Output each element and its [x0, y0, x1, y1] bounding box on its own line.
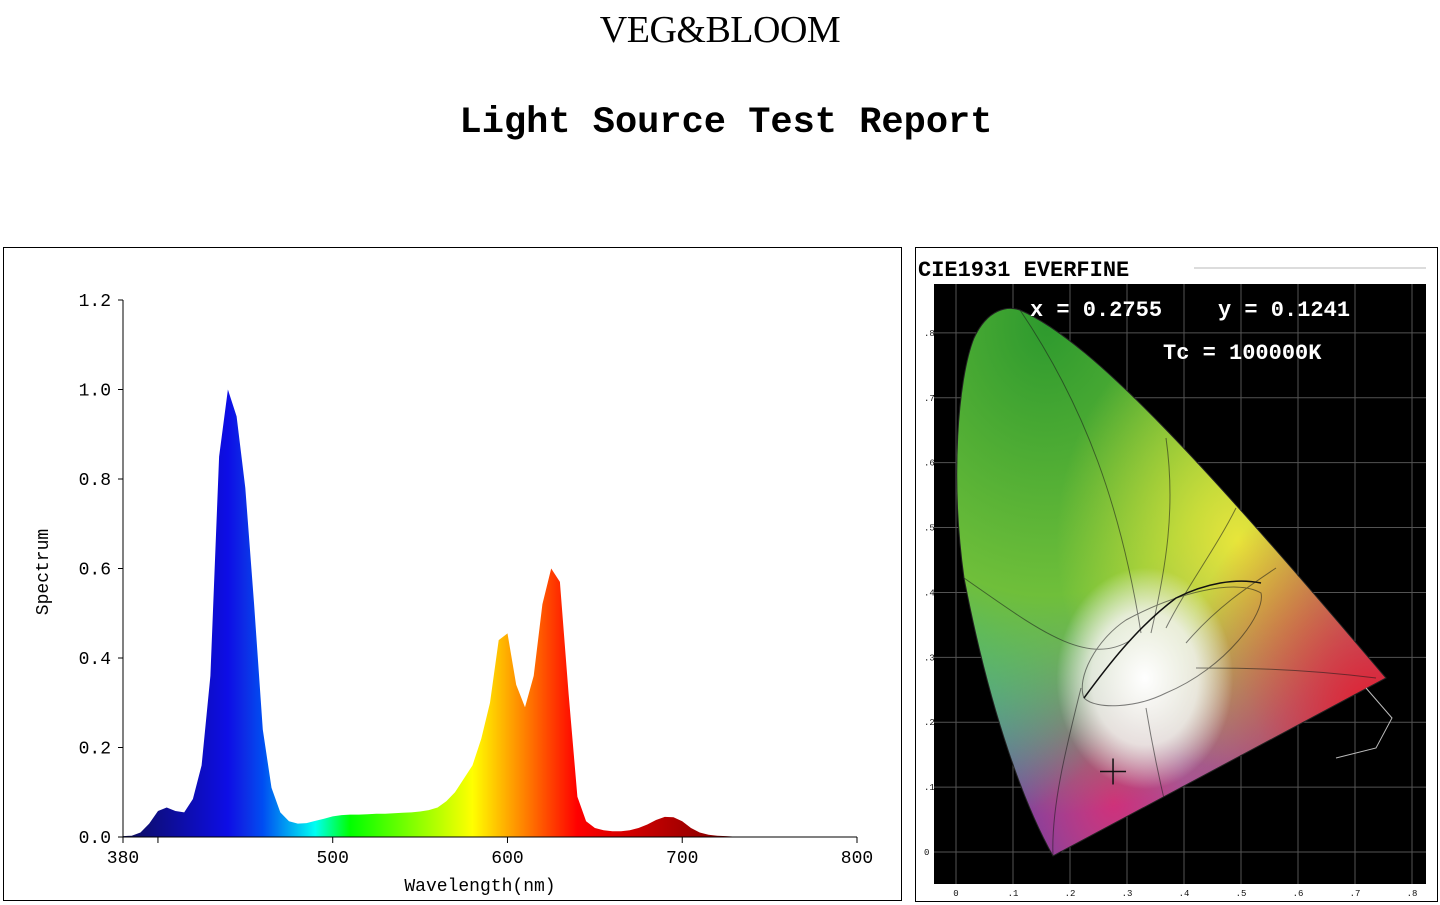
spectrum-area: [123, 389, 857, 837]
cie-x-tick-label: .4: [1179, 889, 1190, 899]
cie-x-tick-label: .7: [1350, 889, 1361, 899]
planckian-locus: [1083, 580, 1262, 699]
cie-y-tick-label: .6: [924, 459, 935, 469]
cie-x-tick-label: .6: [1293, 889, 1304, 899]
y-tick-label: 1.0: [79, 382, 111, 402]
x-axis-label: Wavelength(nm): [404, 877, 555, 897]
y-axis-label: Spectrum: [34, 529, 54, 615]
cie-x-tick-label: 0: [953, 889, 958, 899]
locus-outline: [956, 307, 1387, 857]
brand-title: VEG&BLOOM: [599, 9, 841, 51]
cie-x-readout: x = 0.2755: [1030, 298, 1162, 323]
cie-x-tick-label: .8: [1407, 889, 1418, 899]
cie-y-tick-label: 0: [924, 848, 929, 858]
cie-tc-readout: Tc = 100000K: [1163, 341, 1322, 366]
x-tick-label: 800: [841, 849, 873, 869]
chromaticity-point-marker: [1100, 758, 1127, 785]
x-tick-label: 600: [491, 849, 523, 869]
cie-y-tick-label: .5: [924, 524, 935, 534]
y-tick-label: 1.2: [79, 292, 111, 312]
cie-y-tick-label: .1: [924, 783, 935, 793]
x-tick-label: 500: [317, 849, 349, 869]
cie-y-tick-label: .7: [924, 394, 935, 404]
cie-y-tick-label: .4: [924, 588, 935, 598]
x-tick-label: 700: [666, 849, 698, 869]
y-tick-label: 0.0: [79, 829, 111, 849]
y-tick-label: 0.8: [79, 471, 111, 491]
y-tick-label: 0.6: [79, 561, 111, 581]
cie-title: CIE1931 EVERFINE: [918, 258, 1129, 283]
cie-y-tick-label: .2: [924, 718, 935, 728]
cie-x-tick-label: .3: [1122, 889, 1133, 899]
cie-x-tick-label: .5: [1236, 889, 1247, 899]
cie-y-tick-label: .8: [924, 329, 935, 339]
cie-diagram-panel: 0 .1 .2 .3 .4 .5 .6 .7 .8 0 .1 .2 .3 .4 .5 .6 .7 .8 CIE1…: [915, 247, 1438, 902]
report-title: Light Source Test Report: [459, 102, 993, 144]
cie-x-tick-label: .1: [1008, 889, 1019, 899]
y-tick-label: 0.4: [79, 650, 111, 670]
cie-x-tick-label: .2: [1065, 889, 1076, 899]
cie-y-tick-label: .3: [924, 653, 935, 663]
cie-y-readout: y = 0.1241: [1218, 298, 1350, 323]
x-tick-label: 380: [107, 849, 139, 869]
cie-diagram: 0 .1 .2 .3 .4 .5 .6 .7 .8 0 .1 .2 .3 .4 .5 .6 .7 .8 CIE1…: [916, 255, 1426, 899]
spectrum-chart-panel: 0.0 0.2 0.4 0.6 0.8 1.0 1.2 380 500 600 700 800 Sp…: [3, 247, 902, 901]
y-tick-label: 0.2: [79, 740, 111, 760]
cie-title-box: [916, 255, 1194, 283]
spectrum-chart: 0.0 0.2 0.4 0.6 0.8 1.0 1.2 380 500 600 700 800 Sp…: [34, 292, 873, 897]
